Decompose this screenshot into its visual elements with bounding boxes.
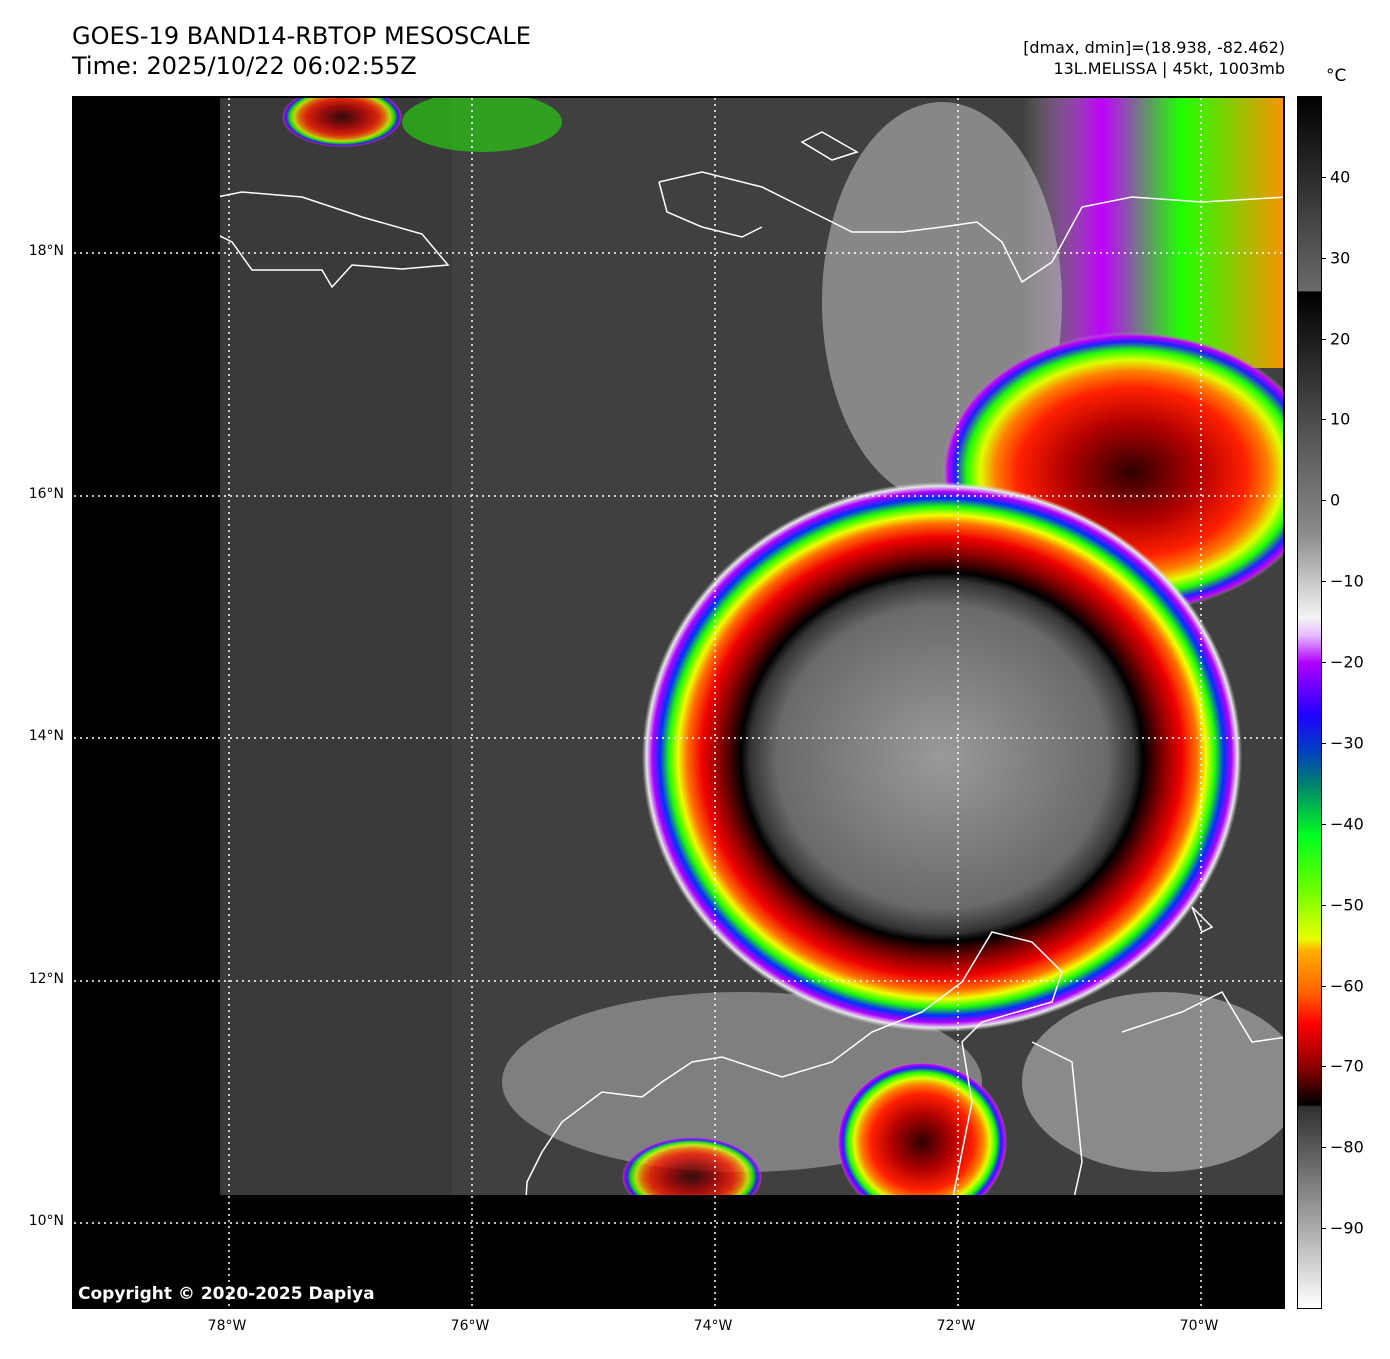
colorbar-tick-mark: [1322, 662, 1326, 664]
chart-title: GOES-19 BAND14-RBTOP MESOSCALE: [72, 22, 531, 50]
colorbar-tick-label: −10: [1330, 571, 1364, 591]
colorbar-tick-mark: [1322, 257, 1326, 259]
colorbar-tick-label: −20: [1330, 652, 1364, 672]
colorbar-tick-mark: [1322, 904, 1326, 906]
lat-label: 14°N: [28, 728, 64, 744]
colorbar-tick-label: −40: [1330, 814, 1364, 834]
timestamp: Time: 2025/10/22 06:02:55Z: [72, 52, 417, 80]
colorbar-tick-mark: [1322, 1147, 1326, 1149]
ir-imagery: [74, 98, 1283, 1307]
colorbar-tick-mark: [1322, 581, 1326, 583]
colorbar-tick-mark: [1322, 176, 1326, 178]
dmax-dmin: [dmax, dmin]=(18.938, -82.462): [1023, 38, 1285, 57]
lat-label: 18°N: [28, 243, 64, 259]
storm-info: 13L.MELISSA | 45kt, 1003mb: [1053, 59, 1285, 78]
colorbar-unit: °C: [1326, 66, 1347, 86]
satellite-image: [72, 96, 1285, 1309]
colorbar-tick-mark: [1322, 985, 1326, 987]
colorbar-tick-label: 10: [1330, 409, 1351, 429]
colorbar-tick-label: −80: [1330, 1137, 1364, 1157]
colorbar-tick-mark: [1322, 742, 1326, 744]
colorbar-tick-mark: [1322, 1066, 1326, 1068]
lon-label: 74°W: [693, 1318, 733, 1334]
lon-label: 78°W: [207, 1318, 247, 1334]
colorbar-tick-label: 30: [1330, 248, 1351, 268]
colorbar-tick-label: 0: [1330, 490, 1341, 510]
lon-label: 76°W: [450, 1318, 490, 1334]
colorbar-tick-label: −50: [1330, 895, 1364, 915]
colorbar-tick-mark: [1322, 823, 1326, 825]
colorbar-tick-label: 40: [1330, 167, 1351, 187]
lat-label: 10°N: [28, 1213, 64, 1229]
lon-label: 70°W: [1179, 1318, 1219, 1334]
colorbar-tick-label: −70: [1330, 1056, 1364, 1076]
lat-label: 12°N: [28, 971, 64, 987]
colorbar-tick-mark: [1322, 1228, 1326, 1230]
lat-label: 16°N: [28, 486, 64, 502]
colorbar-tick-label: −30: [1330, 733, 1364, 753]
colorbar-tick-label: −90: [1330, 1218, 1364, 1238]
coastlines: [76, 131, 1283, 1307]
colorbar-tick-mark: [1322, 500, 1326, 502]
graticule: [74, 98, 1283, 1307]
copyright: Copyright © 2020-2025 Dapiya: [78, 1284, 375, 1304]
lon-label: 72°W: [936, 1318, 976, 1334]
colorbar: [1297, 96, 1322, 1309]
colorbar-tick-mark: [1322, 419, 1326, 421]
colorbar-tick-label: −60: [1330, 976, 1364, 996]
colorbar-tick-mark: [1322, 338, 1326, 340]
colorbar-tick-label: 20: [1330, 329, 1351, 349]
